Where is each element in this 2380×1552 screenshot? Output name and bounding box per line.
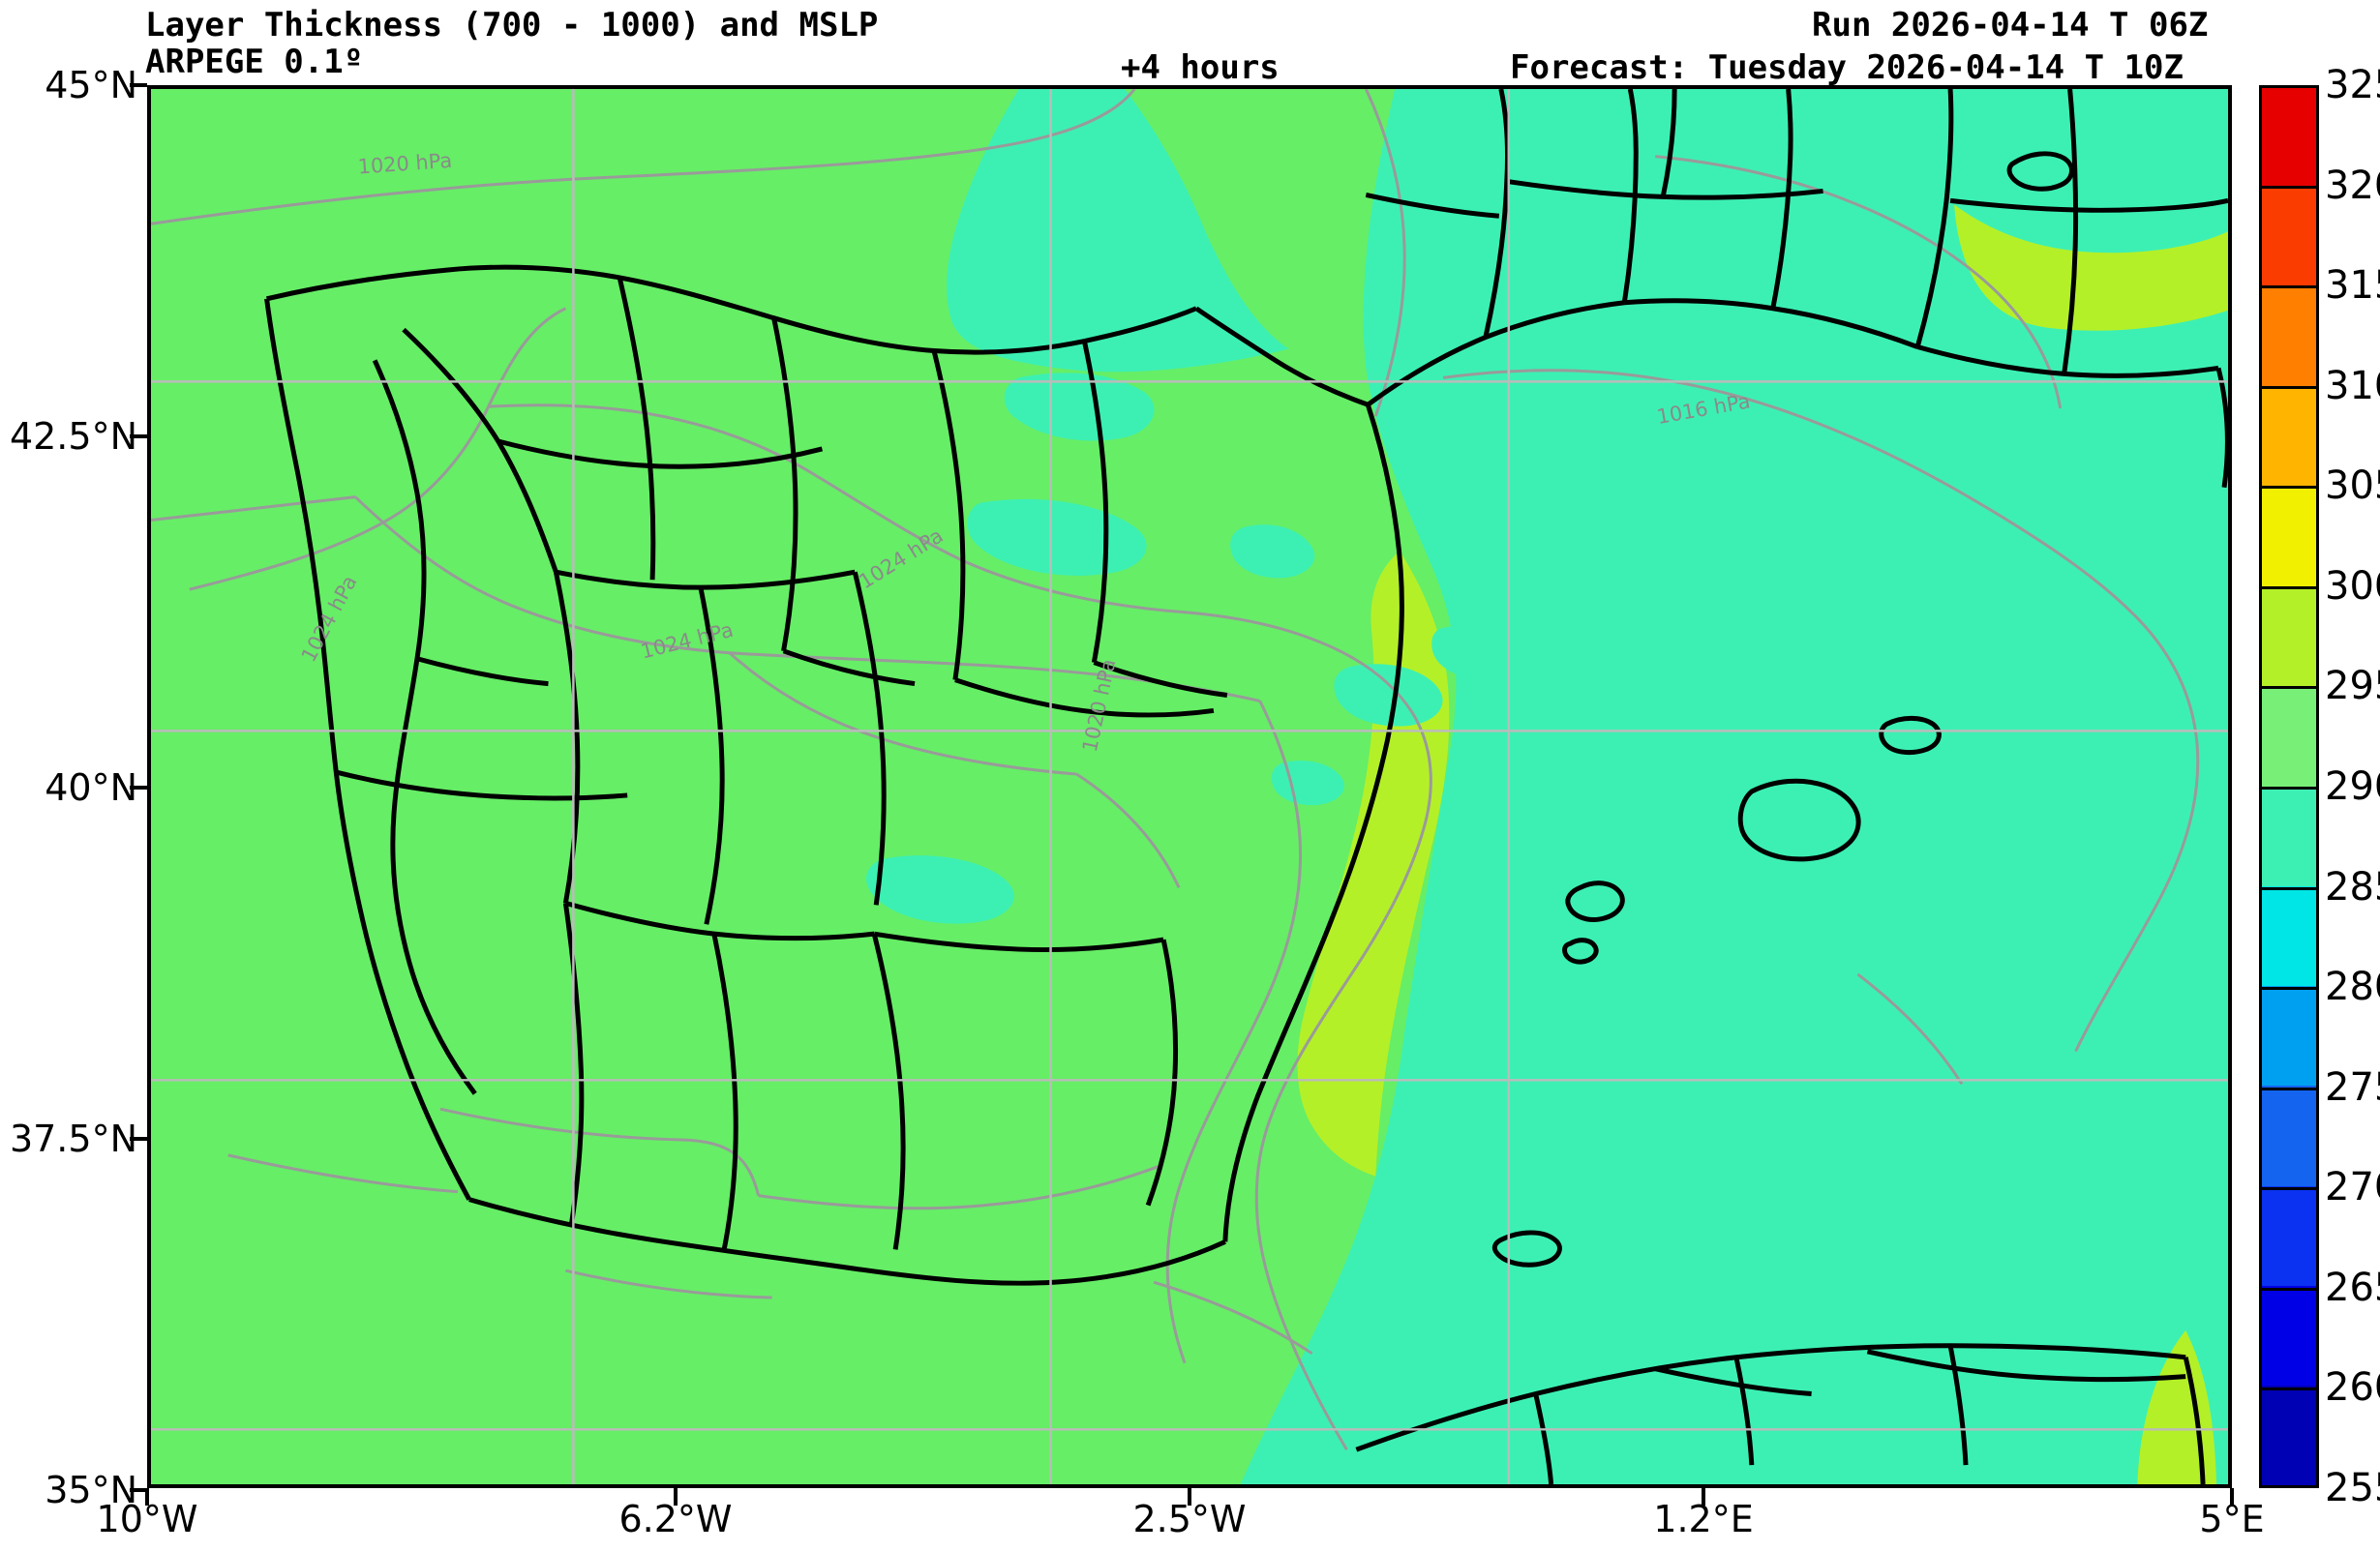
colorbar-tick-260 [2259, 1388, 2317, 1391]
forecast-time-label: Forecast: Tuesday 2026-04-14 T 10Z [1510, 48, 2184, 87]
colorbar-tick-275 [2259, 1087, 2317, 1090]
colorbar-segment-320-325 [2262, 88, 2316, 189]
colorbar-segment-285-290 [2262, 786, 2316, 887]
colorbar-tick-label-295: 295 [2325, 664, 2380, 709]
x-tick-mark [145, 1488, 149, 1506]
y-tick-mark [130, 786, 147, 790]
map-plot-area[interactable]: 1020 hPa 1024 hPa 1024 hPa 1024 hPa 1020… [147, 85, 2232, 1488]
colorbar-segment-270-275 [2262, 1086, 2316, 1186]
x-tick-mark [1188, 1488, 1191, 1506]
colorbar-tick-label-305: 305 [2325, 463, 2380, 509]
x-tick-mark [1702, 1488, 1705, 1506]
field-patches-inland [866, 373, 1534, 924]
lead-time-label: +4 hours [1121, 48, 1280, 87]
isobar-contours [151, 89, 2200, 1450]
colorbar-tick-label-265: 265 [2325, 1265, 2380, 1310]
colorbar-tick-label-315: 315 [2325, 263, 2380, 309]
colorbar-tick-label-300: 300 [2325, 563, 2380, 609]
colorbar-tick-label-275: 275 [2325, 1064, 2380, 1110]
colorbar-tick-label-310: 310 [2325, 363, 2380, 408]
y-tick-label: 40°N [45, 766, 137, 809]
colorbar-tick-label-280: 280 [2325, 965, 2380, 1010]
colorbar-tick-270 [2259, 1187, 2317, 1191]
colorbar-segment-265-270 [2262, 1185, 2316, 1286]
colorbar-segment-305-310 [2262, 387, 2316, 488]
colorbar-segment-255-260 [2262, 1385, 2316, 1485]
page-title: Layer Thickness (700 - 1000) and MSLP [145, 6, 879, 45]
field-band-teal-necorner [1955, 89, 2228, 281]
colorbar-segment-280-285 [2262, 886, 2316, 987]
y-tick-label: 42.5°N [9, 415, 137, 458]
colorbar-tick-label-325: 325 [2325, 63, 2380, 107]
y-tick-label: 37.5°N [9, 1118, 137, 1160]
colorbar-tick-label-260: 260 [2325, 1365, 2380, 1411]
field-band-teal-east [1240, 89, 2228, 1484]
field-band-teal-south [1230, 1195, 2228, 1484]
model-label: ARPEGE 0.1º [145, 43, 364, 81]
colorbar-segment-275-280 [2262, 986, 2316, 1087]
colorbar-tick-label-270: 270 [2325, 1165, 2380, 1210]
colorbar-gradient [2259, 85, 2319, 1488]
islands [1491, 151, 2074, 1268]
field-band-teal-north [947, 89, 1289, 373]
colorbar-tick-300 [2259, 585, 2317, 589]
admin-borders [264, 89, 2228, 1484]
colorbar-tick-305 [2259, 486, 2317, 490]
colorbar-tick-label-255: 255 [2325, 1466, 2380, 1510]
colorbar-segment-260-265 [2262, 1285, 2316, 1386]
colorbar-segment-315-320 [2262, 188, 2316, 288]
colorbar-segment-310-315 [2262, 287, 2316, 388]
colorbar-tick-280 [2259, 987, 2317, 991]
y-tick-mark [130, 434, 147, 438]
colorbar-tick-315 [2259, 285, 2317, 289]
x-tick-mark [674, 1488, 678, 1506]
colorbar-segment-295-300 [2262, 586, 2316, 687]
colorbar-segment-290-295 [2262, 686, 2316, 787]
map-svg: 1020 hPa 1024 hPa 1024 hPa 1024 hPa 1020… [151, 89, 2228, 1484]
y-tick-mark [130, 1137, 147, 1141]
colorbar[interactable] [2259, 85, 2319, 1488]
run-time-label: Run 2026-04-14 T 06Z [1812, 6, 2209, 45]
field-band-yellowgreen-ne [1954, 204, 2228, 331]
colorbar-tick-label-320: 320 [2325, 163, 2380, 208]
colorbar-tick-285 [2259, 886, 2317, 890]
colorbar-tick-320 [2259, 185, 2317, 189]
colorbar-tick-265 [2259, 1287, 2317, 1291]
field-band-yellowgreen-corner [2137, 1329, 2217, 1484]
y-tick-mark [130, 1488, 147, 1492]
x-tick-mark [2230, 1488, 2234, 1506]
colorbar-tick-label-290: 290 [2325, 764, 2380, 809]
y-tick-mark [130, 83, 147, 87]
colorbar-tick-310 [2259, 385, 2317, 389]
colorbar-tick-label-285: 285 [2325, 864, 2380, 910]
y-tick-label: 35°N [45, 1469, 137, 1511]
y-tick-label: 45°N [45, 64, 137, 106]
colorbar-segment-300-305 [2262, 487, 2316, 587]
colorbar-tick-290 [2259, 787, 2317, 790]
graticule [151, 89, 2228, 1484]
colorbar-tick-295 [2259, 686, 2317, 690]
